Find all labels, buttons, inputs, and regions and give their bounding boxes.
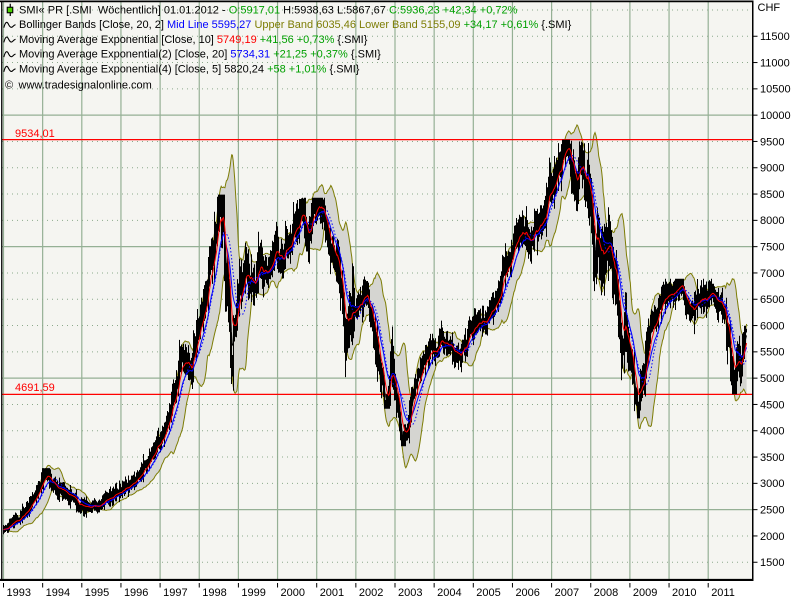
svg-text:10500: 10500: [760, 84, 791, 96]
svg-text:9000: 9000: [760, 163, 784, 175]
svg-text:7000: 7000: [760, 268, 784, 280]
svg-text:Moving Average Exponential(4): Moving Average Exponential(4) [Close, 5]…: [19, 63, 360, 75]
svg-text:11000: 11000: [760, 57, 790, 69]
svg-text:2005: 2005: [476, 587, 500, 599]
svg-text:1999: 1999: [241, 587, 265, 599]
svg-text:www.tradesignalonline.com: www.tradesignalonline.com: [18, 79, 152, 91]
svg-text:4000: 4000: [760, 426, 784, 438]
svg-text:6500: 6500: [760, 294, 784, 306]
svg-text:Bollinger Bands [Close, 20, 2]: Bollinger Bands [Close, 20, 2] Mid Line …: [19, 19, 572, 31]
svg-text:1997: 1997: [163, 587, 187, 599]
svg-text:1996: 1996: [124, 587, 148, 599]
svg-text:8500: 8500: [760, 189, 784, 201]
svg-text:1500: 1500: [760, 557, 784, 569]
svg-text:2008: 2008: [594, 587, 618, 599]
svg-text:11500: 11500: [760, 31, 790, 43]
svg-text:2010: 2010: [672, 587, 696, 599]
svg-text:1998: 1998: [202, 587, 226, 599]
svg-text:1995: 1995: [85, 587, 109, 599]
svg-text:1994: 1994: [46, 587, 70, 599]
svg-text:2000: 2000: [760, 531, 784, 543]
svg-text:9534,01: 9534,01: [15, 128, 55, 140]
svg-text:4500: 4500: [760, 399, 784, 411]
svg-text:7500: 7500: [760, 241, 784, 253]
svg-text:©: ©: [5, 79, 13, 91]
svg-text:SMI« PR [.SMI Wöchentlich] 01: SMI« PR [.SMI Wöchentlich] 01.01.2012 - …: [19, 5, 518, 17]
svg-text:3000: 3000: [760, 478, 784, 490]
svg-text:1993: 1993: [7, 587, 31, 599]
svg-text:2000: 2000: [281, 587, 305, 599]
svg-text:Moving Average Exponential [Cl: Moving Average Exponential [Close, 10] 5…: [19, 34, 368, 46]
svg-text:Moving Average Exponential(2): Moving Average Exponential(2) [Close, 20…: [19, 49, 381, 61]
svg-text:2011: 2011: [711, 587, 735, 599]
svg-text:2001: 2001: [320, 587, 344, 599]
svg-text:2002: 2002: [359, 587, 383, 599]
svg-text:5000: 5000: [760, 373, 784, 385]
svg-text:9500: 9500: [760, 136, 784, 148]
svg-text:8000: 8000: [760, 215, 784, 227]
svg-text:2500: 2500: [760, 504, 784, 516]
svg-text:3500: 3500: [760, 452, 784, 464]
svg-text:2009: 2009: [633, 587, 657, 599]
svg-text:2004: 2004: [437, 587, 461, 599]
svg-text:CHF: CHF: [758, 2, 781, 14]
svg-text:10000: 10000: [760, 110, 791, 122]
svg-text:5500: 5500: [760, 347, 784, 359]
svg-text:4691,59: 4691,59: [15, 382, 55, 394]
svg-text:2007: 2007: [555, 587, 579, 599]
svg-text:2006: 2006: [515, 587, 539, 599]
svg-text:2003: 2003: [398, 587, 422, 599]
svg-text:6000: 6000: [760, 320, 784, 332]
